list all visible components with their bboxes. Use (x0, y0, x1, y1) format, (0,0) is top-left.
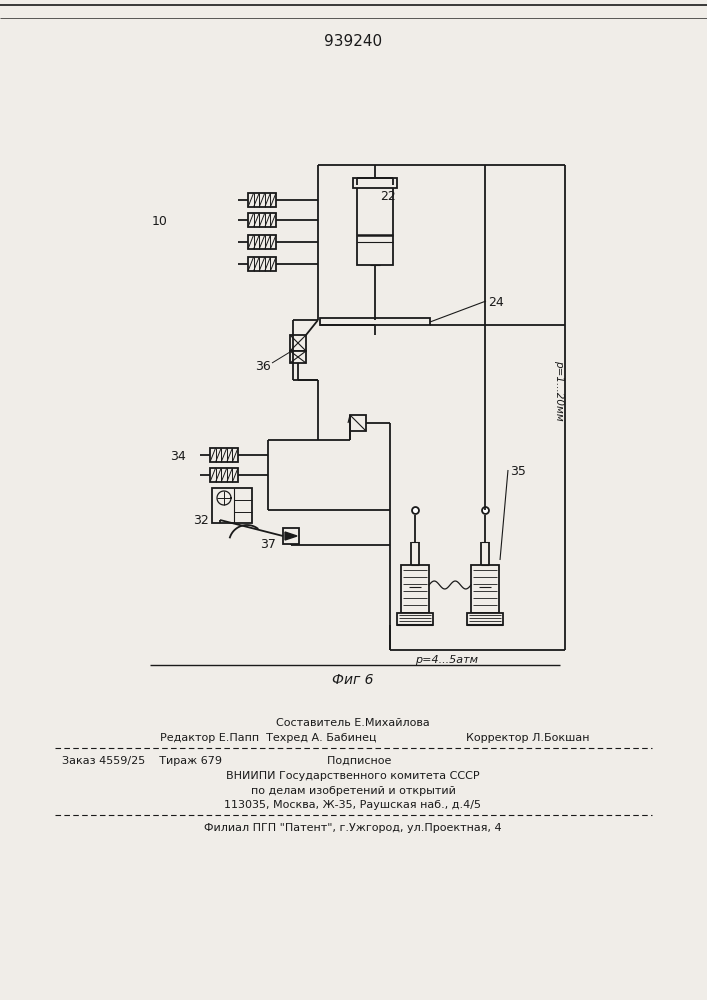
Text: 34: 34 (170, 450, 186, 463)
Bar (357, 185, 393, 265)
Text: Составитель Е.Михайлова: Составитель Е.Михайлова (276, 718, 430, 728)
Text: 24: 24 (488, 296, 504, 309)
Bar (248, 213, 276, 227)
Text: Заказ 4559/25    Тираж 679                              Подписное: Заказ 4559/25 Тираж 679 Подписное (62, 756, 392, 766)
Bar (467, 613, 503, 625)
Text: Корректор Л.Бокшан: Корректор Л.Бокшан (467, 733, 590, 743)
Text: р=1...20мм: р=1...20мм (554, 360, 564, 420)
Bar (283, 528, 299, 544)
Text: р=4...5атм: р=4...5атм (415, 655, 478, 665)
Bar (397, 613, 433, 625)
Text: по делам изобретений и открытий: по делам изобретений и открытий (250, 786, 455, 796)
Bar (248, 257, 276, 271)
Text: 10: 10 (152, 215, 168, 228)
Text: Редактор Е.Папп  Техред А. Бабинец: Редактор Е.Папп Техред А. Бабинец (160, 733, 377, 743)
Bar (471, 565, 499, 613)
Bar (290, 335, 306, 351)
Bar (248, 193, 276, 207)
Text: 37: 37 (260, 538, 276, 551)
Text: 36: 36 (255, 360, 271, 373)
Text: Филиал ПГП "Патент", г.Ужгород, ул.Проектная, 4: Филиал ПГП "Патент", г.Ужгород, ул.Проек… (204, 823, 502, 833)
Bar (350, 415, 366, 431)
Polygon shape (285, 532, 297, 540)
Bar (290, 351, 306, 363)
Text: 113035, Москва, Ж-35, Раушская наб., д.4/5: 113035, Москва, Ж-35, Раушская наб., д.4… (225, 800, 481, 810)
Bar (353, 178, 397, 188)
Bar (320, 318, 430, 325)
Text: ВНИИПИ Государственного комитета СССР: ВНИИПИ Государственного комитета СССР (226, 771, 480, 781)
Text: 35: 35 (510, 465, 526, 478)
Bar (210, 448, 238, 462)
Text: 939240: 939240 (324, 34, 382, 49)
Bar (248, 235, 276, 249)
Bar (210, 468, 238, 482)
Text: Фиг 6: Фиг 6 (332, 673, 374, 687)
Bar (401, 565, 429, 613)
Text: 22: 22 (380, 190, 396, 203)
Text: 32: 32 (193, 514, 209, 527)
Bar (212, 488, 252, 523)
